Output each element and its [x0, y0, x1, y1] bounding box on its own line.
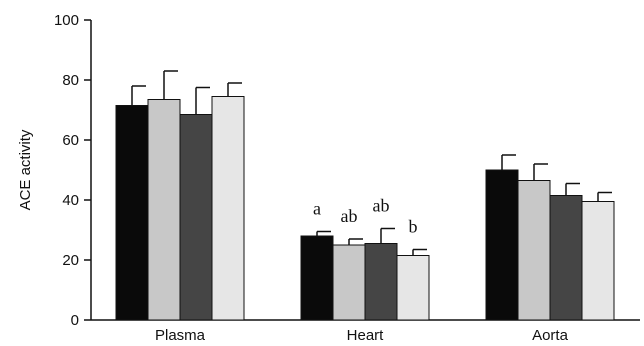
bar: [300, 235, 334, 321]
y-tick-label: 40: [62, 192, 79, 209]
x-tick-label: Plasma: [155, 327, 206, 344]
significance-label: a: [313, 199, 321, 219]
y-tick-label: 60: [62, 132, 79, 149]
y-tick-label: 0: [71, 312, 79, 329]
y-tick-label: 80: [62, 72, 79, 89]
bar: [147, 99, 181, 321]
significance-label: ab: [341, 206, 358, 226]
bar: [485, 169, 519, 321]
y-axis-title: ACE activity: [17, 129, 34, 210]
bar: [115, 105, 149, 321]
x-tick-label: Aorta: [532, 327, 569, 344]
y-tick-label: 100: [54, 12, 79, 29]
bar: [549, 195, 583, 321]
significance-label: ab: [373, 196, 390, 216]
bar: [364, 243, 398, 321]
bar: [211, 96, 245, 321]
y-tick-label: 20: [62, 252, 79, 269]
bar: [517, 180, 551, 321]
bars: [115, 70, 615, 321]
x-tick-label: Heart: [347, 327, 385, 344]
significance-label: b: [409, 217, 418, 237]
bar: [581, 201, 615, 321]
bar: [332, 244, 366, 321]
bar: [396, 255, 430, 321]
bar: [179, 114, 213, 321]
